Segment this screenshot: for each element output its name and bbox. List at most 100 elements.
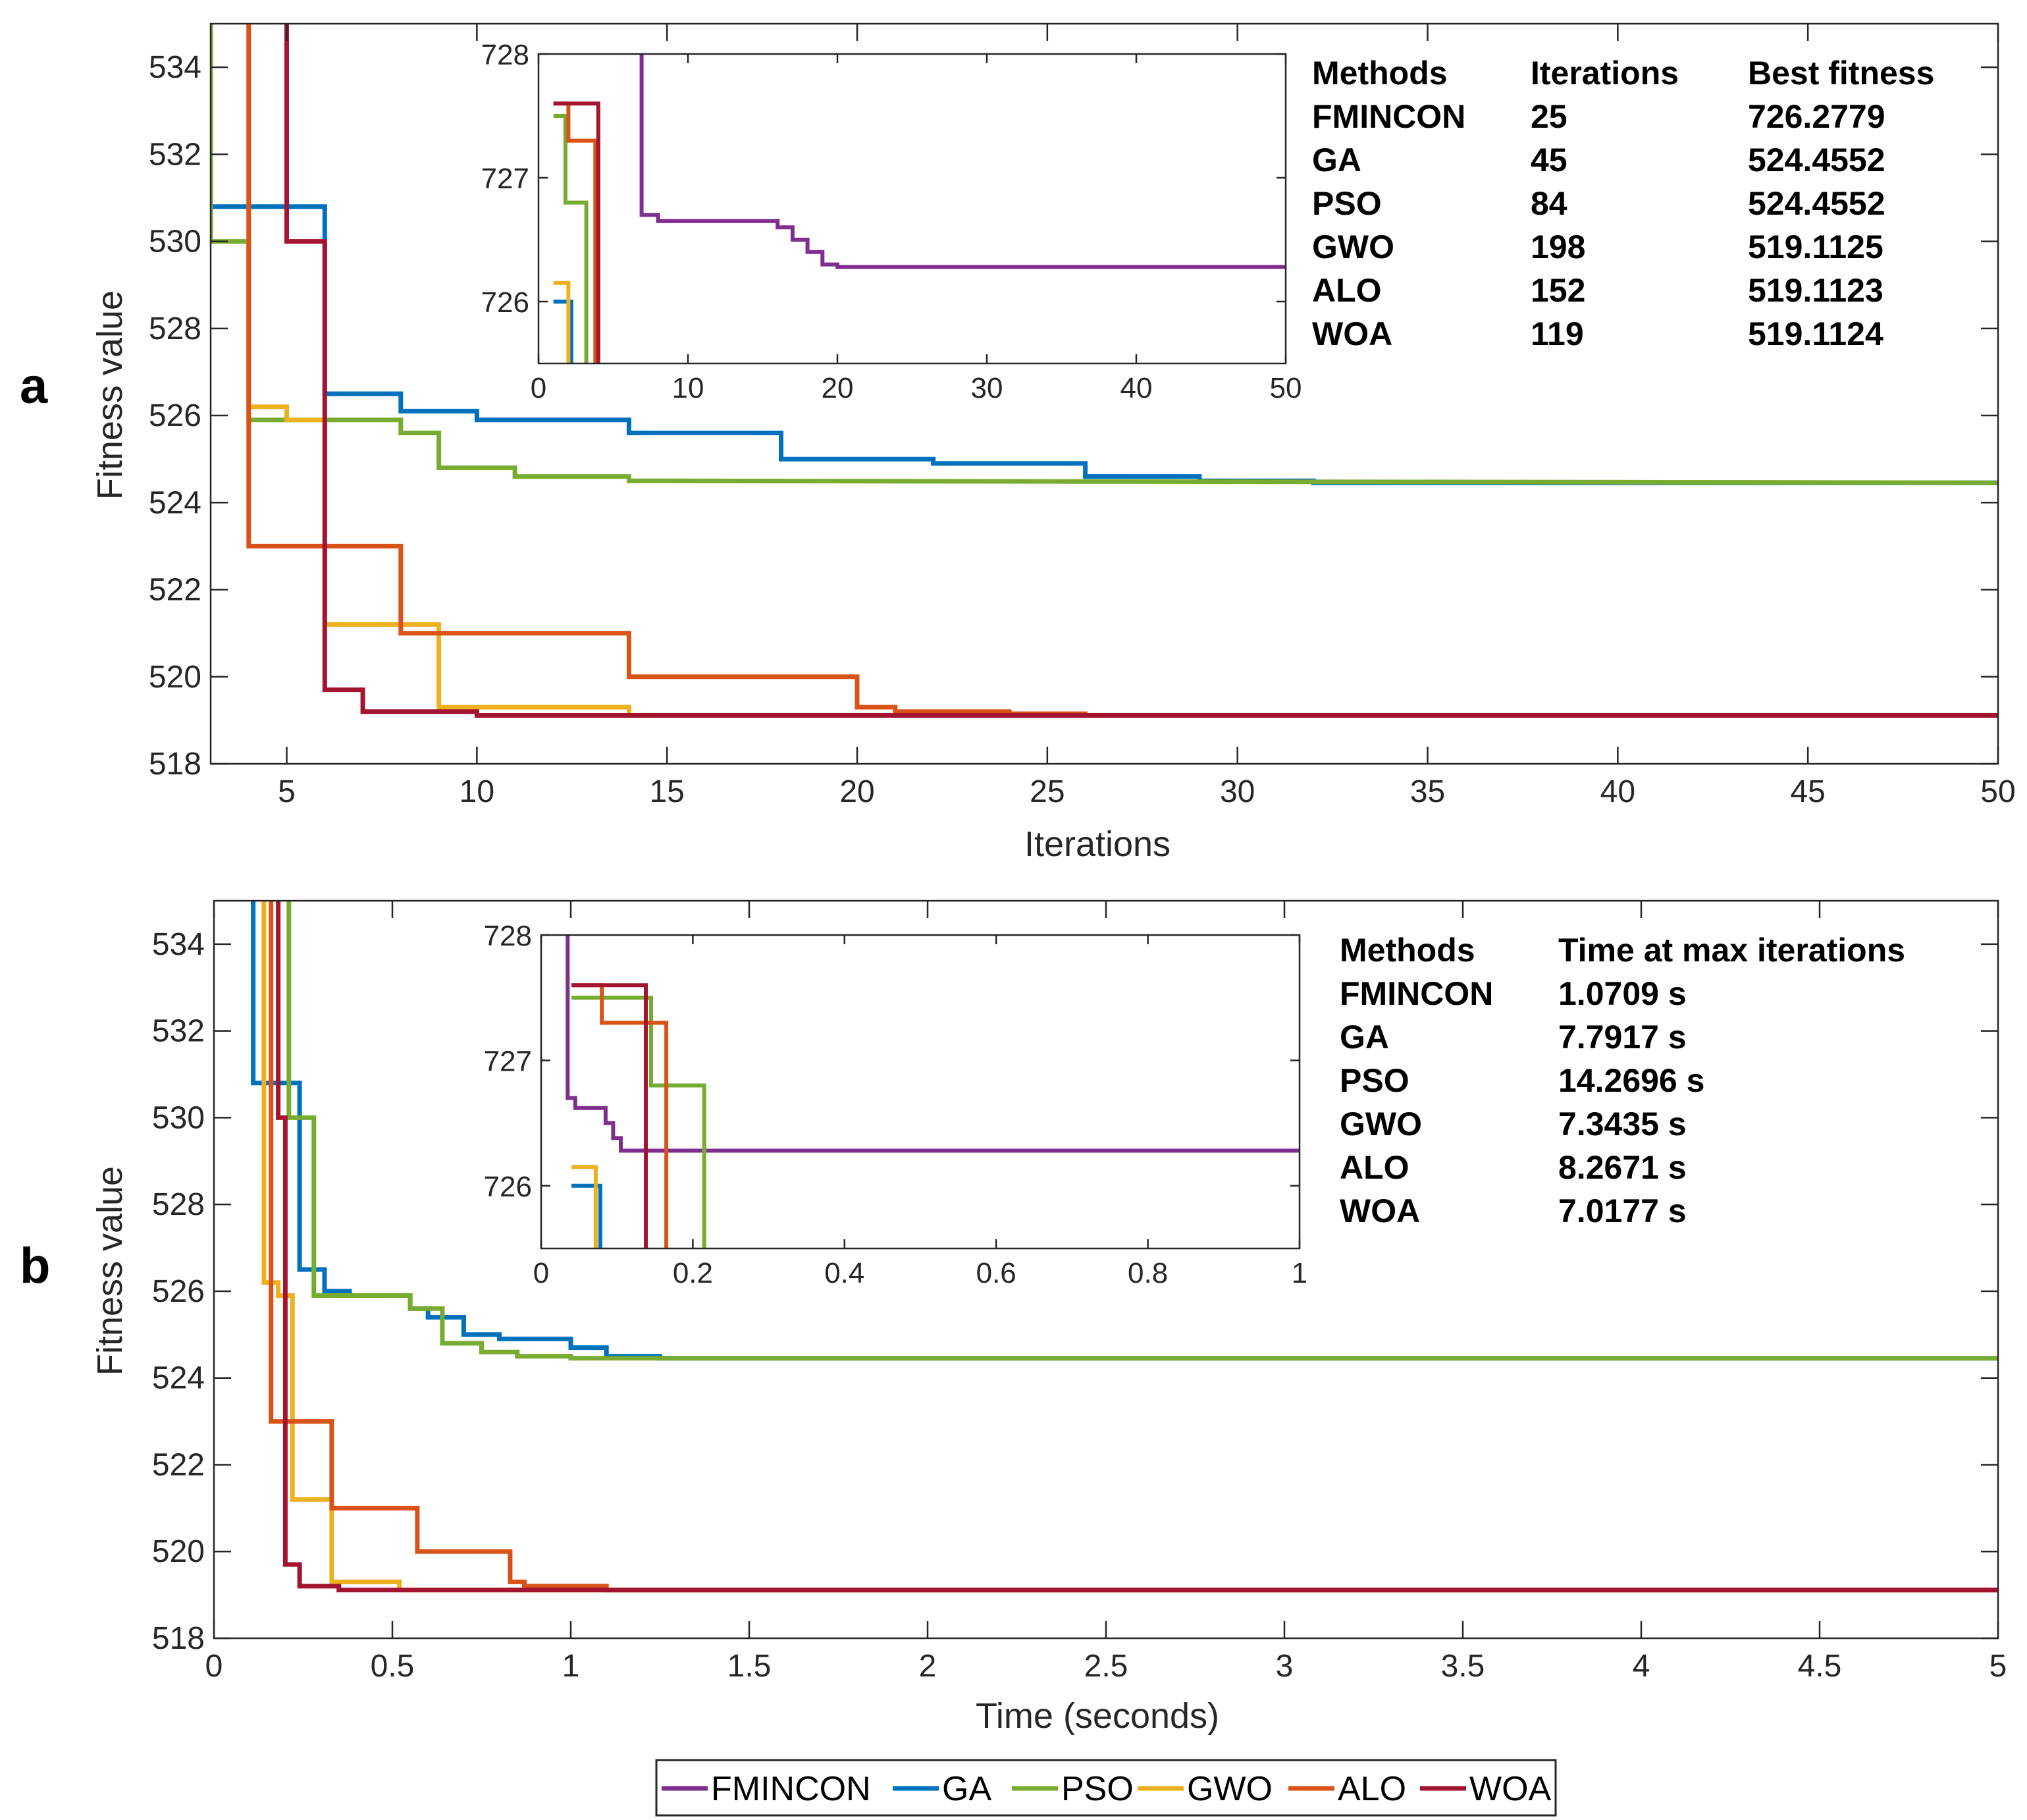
panel-b-ytick-label: 522 [152,1447,205,1482]
table-b-cell: PSO [1340,1062,1409,1099]
legend-label-ga: GA [942,1770,991,1808]
table-a-header-best-fitness: Best fitness [1748,55,1934,92]
panel-b-inset-xtick-label: 0.4 [824,1257,864,1289]
panel-b-ytick-label: 520 [152,1534,205,1569]
panel-a-ytick-label: 530 [149,225,201,259]
panel-b-series-alo [269,901,1998,1593]
table-a-cell: 519.1123 [1748,272,1883,309]
table-b-cell: FMINCON [1340,975,1493,1012]
panel-b-inset-xtick-label: 0 [533,1257,549,1289]
panel-a-inset-series-fmincon [639,54,1286,269]
legend-label-gwo: GWO [1187,1770,1273,1808]
table-a-cell: 25 [1531,98,1567,135]
panel-b-ylabel: Fitness value [90,1166,130,1376]
panel-a-ytick-label: 522 [149,573,201,608]
panel-b-inset-xtick-label: 0.2 [673,1257,713,1289]
panel-b-xtick-label: 0.5 [371,1649,415,1684]
panel-b-xlabel: Time (seconds) [976,1696,1219,1736]
panel-a-xtick-label: 5 [278,774,296,809]
panel-b-xtick-label: 5 [1989,1649,2007,1684]
table-b-header-time: Time at max iterations [1558,932,1905,969]
panel-b-inset-ytick-label: 726 [484,1171,532,1203]
panel-a-inset-ytick-label: 726 [481,286,529,319]
panel-a-xtick-label: 50 [1980,774,2015,809]
panel-a-xlabel: Iterations [1024,824,1171,864]
panel-b-ytick-label: 532 [152,1014,205,1049]
panel-b-inset-series-woa [571,983,648,1248]
table-a-cell: GA [1312,142,1361,178]
panel-b-xtick-label: 2 [919,1649,937,1684]
panel-a-xtick-label: 15 [649,774,684,809]
panel-a-inset-series-pso [553,114,589,363]
table-b-cell: WOA [1340,1192,1420,1229]
table-b-cell: 7.0177 s [1558,1192,1687,1229]
table-a-cell: 519.1124 [1748,315,1883,352]
panel-b-xtick-label: 4 [1633,1649,1650,1684]
panel-b-ytick-label: 528 [152,1187,205,1222]
table-a-cell: FMINCON [1312,98,1465,135]
panel-a-ytick-label: 526 [149,398,201,433]
panel-a-inset-series-ga [553,300,573,363]
table-a-cell: 198 [1531,228,1585,265]
panel-b-ytick-label: 534 [152,927,205,962]
table-a-cell: WOA [1312,315,1392,352]
panel-a-axes-box [209,22,1999,765]
panel-b-xtick-label: 4.5 [1798,1649,1842,1684]
panel-a-ylabel: Fitness value [90,290,130,500]
panel-a-inset: 0 10 20 30 40 50 726 727 728 [481,39,1302,404]
panel-b-inset-ytick-label: 727 [484,1045,532,1077]
legend-label-fmincon: FMINCON [711,1770,871,1808]
panel-a-xtick-label: 20 [839,774,874,809]
table-a-cell: 524.4552 [1748,142,1885,178]
panel-b-series-ga [251,901,1998,1361]
panel-b-inset-xtick-label: 1 [1292,1257,1307,1289]
table-b-cell: 14.2696 s [1558,1062,1704,1099]
table-b-cell: 7.3435 s [1558,1106,1687,1142]
table-b-header-methods: Methods [1340,932,1475,969]
legend-label-alo: ALO [1338,1770,1406,1808]
panel-a-inset-xtick-label: 20 [822,372,854,404]
panel-b-label: b [20,1238,50,1294]
panel-b-xtick-label: 2.5 [1084,1649,1128,1684]
panel-b-inset-bg [541,935,1300,1248]
table-b-cell: ALO [1340,1149,1409,1186]
panel-b-plot: 0 0.5 1 1.5 2 2.5 3 3.5 4 4.5 5 518 520 522 524 526 528 5… [152,899,2007,1684]
panel-a-ytick-label: 532 [149,137,201,172]
panel-b: b 0 0.5 1 1.5 2 2.5 3 3.5 4 4.5 5 518 520 522 524 526 52… [20,899,2007,1736]
table-a-cell: 152 [1531,272,1585,309]
panel-a-inset-ytick-label: 728 [481,39,529,71]
panel-a-inset-xtick-label: 30 [971,372,1003,404]
table-b-cell: 7.7917 s [1558,1019,1687,1056]
panel-b-inset-ytick-label: 728 [484,920,532,952]
table-a-cell: 119 [1531,315,1584,352]
panel-b-inset-axes-box [540,934,1301,1250]
panel-a-inset-axes-box [537,53,1287,365]
panel-b-inset-xtick-label: 0.8 [1128,1257,1168,1289]
panel-b-ytick-label: 530 [152,1100,205,1135]
panel-b-inset-series-pso [571,996,706,1248]
legend: FMINCON GA PSO GWO ALO WOA [655,1759,1557,1817]
panel-a-summary-table: Methods Iterations Best fitness FMINCON … [1312,55,1934,352]
panel-a-ytick-label: 524 [149,485,201,520]
panel-b-xtick-label: 3.5 [1441,1649,1485,1684]
panel-b-ytick-label: 518 [152,1621,205,1656]
legend-box [655,1759,1557,1817]
panel-a-series-gwo [246,24,1998,718]
table-a-header-methods: Methods [1312,55,1448,92]
table-a-cell: GWO [1312,228,1394,265]
table-b-cell: GWO [1340,1106,1422,1142]
panel-a-inset-ytick-label: 727 [481,163,529,195]
table-a-cell: 45 [1531,142,1567,178]
panel-b-inset-xtick-label: 0.6 [976,1257,1016,1289]
panel-a-xtick-label: 10 [460,774,494,809]
panel-a-ytick-label: 520 [149,660,201,695]
panel-a-inset-xtick-label: 50 [1270,372,1302,404]
panel-a-inset-series-gwo [553,281,571,363]
panel-b-series-pso [286,901,1998,1361]
panel-b-series-gwo [261,901,1998,1593]
table-a-cell: 84 [1531,185,1567,222]
table-a-cell: 726.2779 [1748,98,1885,135]
panel-b-inset-series-ga [571,1183,602,1248]
panel-a-inset-bg [539,54,1286,363]
panel-b-series-woa [276,901,1998,1593]
